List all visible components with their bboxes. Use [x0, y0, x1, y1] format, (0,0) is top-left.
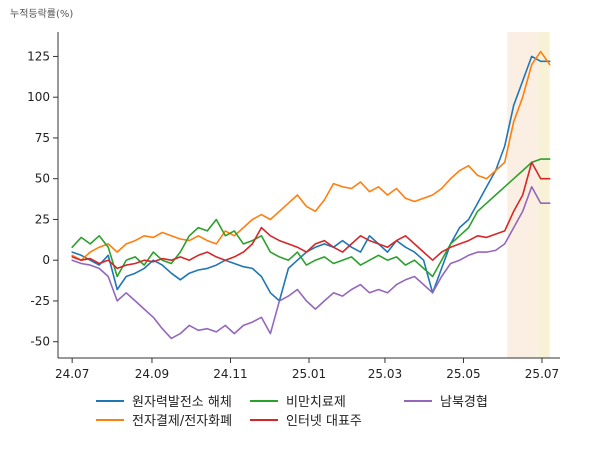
legend-label-1: 전자결제/전자화폐: [132, 414, 232, 429]
legend-label-0: 원자력발전소 해체: [132, 395, 232, 410]
series-line-4: [71, 186, 551, 340]
x-tick-label: 25.03: [368, 367, 402, 381]
legend-label-4: 남북경협: [440, 395, 488, 410]
series-line-2: [71, 158, 551, 278]
legend-label-3: 인터넷 대표주: [286, 414, 362, 429]
y-tick-label: -25: [30, 294, 50, 308]
y-tick-label: 0: [42, 253, 50, 267]
x-tick-label: 24.09: [135, 367, 169, 381]
series-lines: [71, 50, 551, 340]
x-tick-label: 25.05: [446, 367, 480, 381]
y-tick-label: 50: [35, 172, 50, 186]
legend-label-2: 비만치료제: [286, 395, 346, 410]
y-tick-label: -50: [30, 335, 50, 349]
y-tick-label: 125: [27, 49, 50, 63]
y-tick-label: 25: [35, 212, 50, 226]
x-tick-label: 24.07: [55, 367, 89, 381]
x-tick-label: 25.01: [292, 367, 326, 381]
y-tick-label: 75: [35, 131, 50, 145]
series-line-1: [71, 50, 551, 261]
y-tick-label: 100: [27, 90, 50, 104]
series-line-3: [71, 161, 551, 270]
x-tick-label: 24.11: [213, 367, 247, 381]
y-axis-label: 누적등락률(%): [10, 8, 73, 20]
axes: -50 -25 0 25 50 75 100 125 24.07 24.09 24.11 25.01 2…: [27, 32, 560, 381]
highlight-band-1: [538, 32, 550, 358]
x-tick-label: 25.07: [525, 367, 559, 381]
